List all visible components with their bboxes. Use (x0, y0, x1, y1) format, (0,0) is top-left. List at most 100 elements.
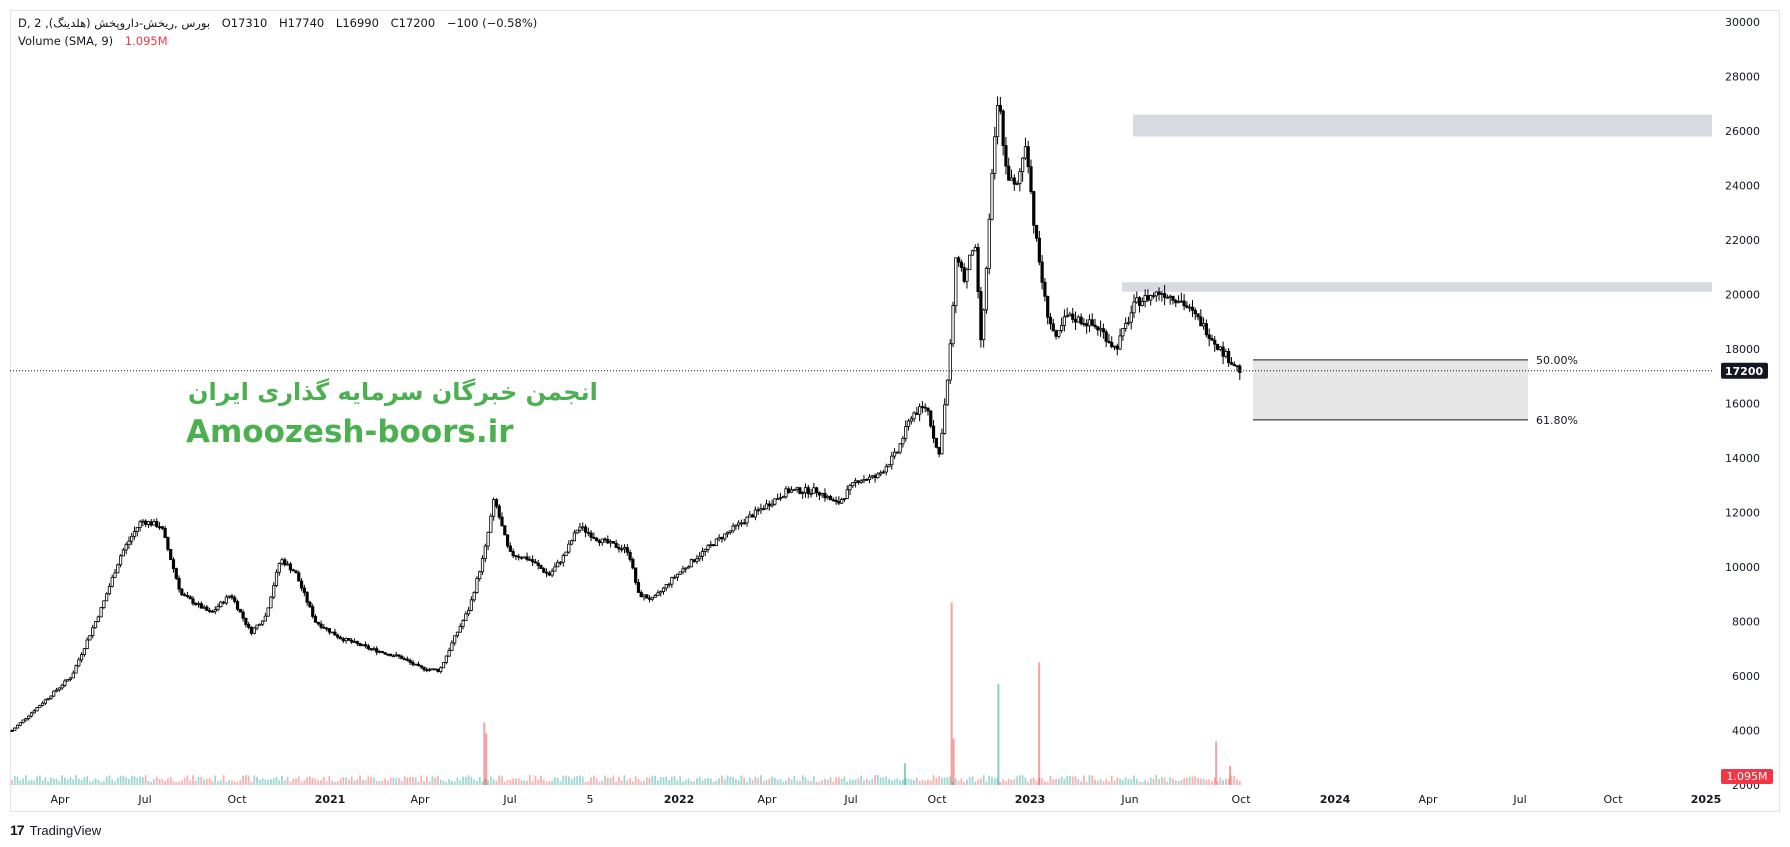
candle-body (1096, 326, 1100, 331)
candle-body (586, 531, 590, 534)
volume-spike (903, 763, 906, 785)
volume-bar (320, 780, 322, 785)
symbol-name[interactable]: D, بورس ,ريخش-داروپخش (هلدينگ), 2 (18, 16, 211, 30)
candle-body (1062, 316, 1067, 326)
volume-bar (1082, 775, 1085, 785)
volume-bar (1063, 778, 1066, 785)
volume-bar (1188, 776, 1191, 785)
volume-bar (729, 776, 732, 785)
volume-bar (943, 777, 946, 785)
volume-bar (1147, 781, 1149, 785)
candle-body (692, 559, 696, 562)
candle-body (731, 525, 735, 532)
candle-body (325, 627, 329, 630)
candle-body (759, 508, 763, 511)
candle-body (514, 555, 518, 557)
volume-bar (643, 780, 645, 785)
candle-body (1118, 335, 1122, 350)
candle-body (505, 534, 510, 547)
volume-bar (456, 777, 459, 785)
volume-bar (581, 776, 584, 785)
volume-bar (473, 779, 476, 785)
volume-bar (130, 775, 133, 785)
volume-bar (548, 780, 551, 785)
candle-body (625, 547, 629, 553)
volume-bar (144, 775, 147, 785)
candle-body (645, 594, 649, 599)
candle-body (1104, 331, 1108, 342)
volume-bar (1035, 780, 1038, 785)
volume-bar (100, 781, 102, 785)
volume-bar (1211, 780, 1213, 785)
volume-bar (537, 779, 540, 785)
volume-spike (1215, 741, 1218, 785)
candle-body (1009, 177, 1014, 181)
candle-body (464, 613, 468, 622)
volume-bar (523, 780, 526, 785)
candle-body (1054, 330, 1058, 337)
candle-body (895, 451, 899, 454)
candle-body (570, 540, 574, 545)
volume-indicator-label[interactable]: Volume (SMA, 9) (18, 34, 114, 48)
candle-body (784, 488, 788, 498)
candle-body (1210, 338, 1214, 341)
candle-body (870, 475, 874, 478)
volume-bar (61, 775, 64, 785)
candle-body (982, 309, 986, 341)
candle-body (817, 492, 821, 496)
volume-bar (793, 775, 796, 785)
candle-body (233, 597, 237, 602)
candle-body (169, 548, 173, 561)
volume-bar (384, 778, 386, 785)
candle-body (1224, 351, 1228, 357)
candle-body (670, 577, 674, 585)
volume-bar (924, 780, 927, 785)
candle-body (480, 558, 485, 573)
candle-body (188, 596, 192, 600)
candle-body (1204, 323, 1208, 336)
volume-bar (139, 776, 141, 785)
candle-body (998, 105, 1002, 112)
volume-bar (631, 781, 634, 785)
volume-bar (445, 781, 448, 785)
candle-body (522, 556, 526, 559)
candle-body (993, 136, 997, 174)
volume-bar (573, 776, 576, 785)
candle-body (536, 562, 540, 566)
candle-body (280, 559, 284, 564)
candle-body (1021, 157, 1025, 173)
volume-bar (1163, 777, 1166, 785)
candle-body (1229, 362, 1234, 365)
volume-bar (1138, 781, 1141, 785)
volume-bar (601, 780, 604, 785)
volume-bar (509, 779, 512, 785)
tradingview-logo[interactable]: 17 TradingView (10, 822, 101, 838)
tradingview-logo-icon: 17 (10, 822, 25, 838)
candle-body (600, 538, 604, 544)
candle-body (1107, 340, 1111, 343)
volume-bar (147, 780, 150, 785)
candle-body (255, 624, 259, 629)
time-axis-tick: Apr (757, 793, 777, 806)
candle-body (1060, 325, 1064, 331)
candle-body (678, 571, 682, 575)
volume-bar (247, 775, 250, 785)
volume-bar (33, 780, 36, 785)
volume-bar (325, 781, 328, 785)
candle-body (447, 650, 451, 657)
volume-bar (125, 777, 128, 785)
volume-bar (876, 775, 879, 785)
time-axis-tick: Oct (927, 793, 947, 806)
volume-bar (637, 778, 640, 785)
candle-body (1149, 295, 1153, 301)
volume-bar (807, 780, 810, 785)
candle-body (1112, 345, 1117, 348)
volume-bar (885, 776, 888, 785)
candle-body (1034, 224, 1039, 239)
volume-bar (1105, 779, 1108, 785)
volume-bar (412, 777, 414, 785)
volume-bar (448, 779, 451, 785)
volume-bar (13, 775, 16, 785)
candle-body (411, 661, 415, 665)
